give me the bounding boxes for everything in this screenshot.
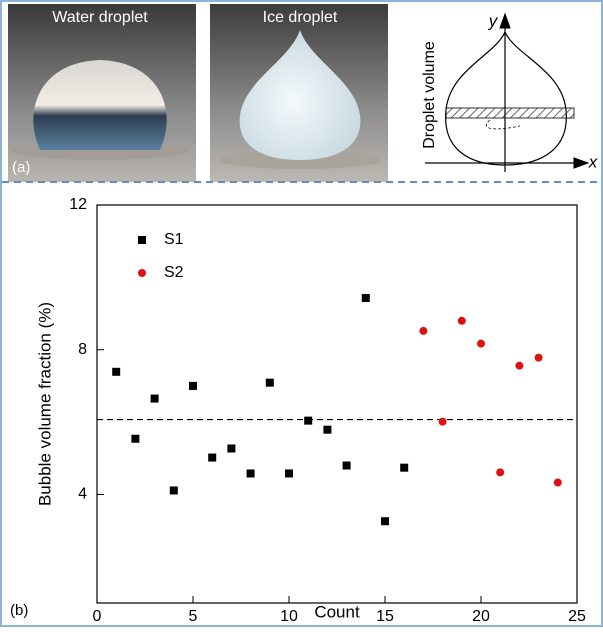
x-tick-label: 15 <box>376 608 394 625</box>
point <box>208 453 217 462</box>
point <box>361 293 370 302</box>
point <box>189 381 197 390</box>
x-tick-label: 0 <box>93 608 102 625</box>
point <box>553 478 562 487</box>
point <box>400 463 409 472</box>
x-axis-title: Count <box>314 602 360 621</box>
y-axis-title: Bubble volume fraction (%) <box>35 302 54 506</box>
legend-marker <box>138 269 146 277</box>
legend-label: S1 <box>164 231 184 248</box>
y-tick-label: 12 <box>69 196 87 213</box>
y-tick-label: 4 <box>78 486 87 503</box>
plot-frame <box>96 204 578 604</box>
point <box>438 417 447 426</box>
axis-name: y <box>488 11 499 30</box>
x-tick-label: 25 <box>568 608 586 625</box>
panel-label: (a) <box>12 159 30 176</box>
photo-label: Ice droplet <box>263 9 338 26</box>
point <box>477 339 485 348</box>
point <box>169 486 178 495</box>
x-tick-label: 20 <box>472 608 490 625</box>
legend-marker <box>138 236 146 244</box>
point <box>534 353 543 362</box>
legend-label: S2 <box>164 264 184 281</box>
point <box>381 517 389 526</box>
point <box>131 434 140 443</box>
x-tick-label: 10 <box>280 608 298 625</box>
droplet <box>239 30 361 160</box>
point <box>285 469 293 478</box>
point <box>112 367 121 376</box>
x-tick-label: 5 <box>189 608 198 625</box>
diagram-label: Droplet volume <box>421 41 438 149</box>
point <box>342 461 351 470</box>
axis-name: x <box>588 152 598 171</box>
photo-label: Water droplet <box>52 9 148 26</box>
point <box>246 469 255 478</box>
point <box>323 425 332 434</box>
point <box>419 326 428 335</box>
y-tick-label: 8 <box>78 341 87 358</box>
panel-label: (b) <box>10 602 28 619</box>
point <box>227 444 236 453</box>
point <box>265 378 274 387</box>
point <box>150 394 159 403</box>
point <box>457 316 466 325</box>
droplet <box>33 60 167 150</box>
point <box>304 416 313 425</box>
diagram <box>425 12 590 172</box>
point <box>515 361 524 370</box>
point <box>496 468 505 477</box>
